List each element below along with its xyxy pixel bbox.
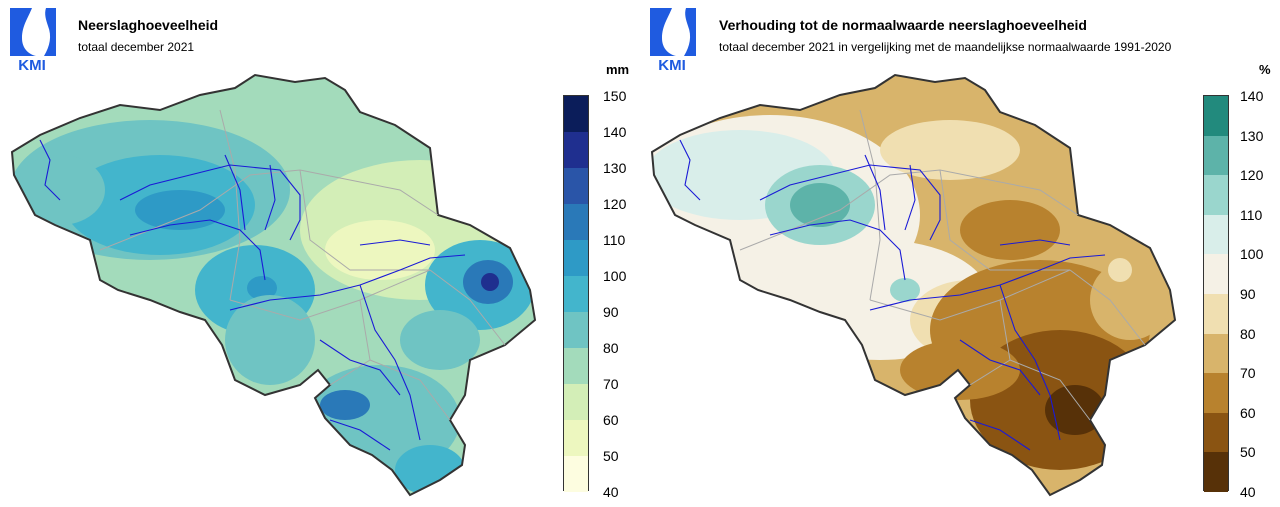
legend-tick-label: 120: [603, 196, 627, 212]
legend-tick-label: 110: [1240, 206, 1263, 223]
precipitation-panel: KMI Neerslaghoeveelheid totaal december …: [10, 8, 630, 500]
legend-tick-label: 120: [1240, 167, 1264, 184]
legend-swatch: [1204, 452, 1228, 492]
legend-swatch: [1204, 373, 1228, 413]
legend-swatch: [564, 168, 588, 204]
legend-swatch: [564, 312, 588, 348]
map-title: Verhouding tot de normaalwaarde neerslag…: [719, 17, 1087, 33]
kmi-logo: KMI: [650, 8, 696, 72]
legend-unit: mm: [606, 62, 630, 77]
legend-swatch: [1204, 135, 1228, 176]
legend-tick-label: 50: [1240, 444, 1256, 461]
legend-tick-label: 140: [1240, 88, 1264, 104]
legend-swatch: [564, 276, 588, 312]
legend-tick-label: 130: [1240, 127, 1264, 144]
legend-tick-label: 100: [603, 268, 627, 284]
legend-swatch: [564, 348, 588, 384]
legend-tick-label: 70: [603, 376, 619, 392]
legend-swatch: [1204, 412, 1228, 453]
legend-swatch: [1204, 333, 1228, 374]
legend-tick-label: 50: [603, 448, 619, 464]
legend-tick-label: 150: [603, 88, 627, 104]
legend-swatch: [564, 96, 588, 132]
ratio-color-scale: [1203, 95, 1229, 492]
legend-swatch: [1204, 214, 1228, 255]
legend-swatch: [1204, 254, 1228, 294]
legend-tick-label: 100: [1240, 246, 1264, 263]
map-subtitle: totaal december 2021 in vergelijking met…: [719, 40, 1172, 54]
legend-tick-label: 40: [1240, 484, 1256, 500]
legend-swatch: [564, 384, 588, 420]
map-subtitle: totaal december 2021: [78, 40, 195, 54]
legend-swatch: [564, 132, 588, 168]
legend-swatch: [1204, 175, 1228, 215]
legend-unit: %: [1259, 62, 1271, 77]
legend-swatch: [564, 204, 588, 240]
belgium-ratio-map: [650, 73, 1177, 497]
legend-swatch: [564, 240, 588, 276]
legend-tick-label: 60: [1240, 404, 1256, 421]
legend-swatch: [1204, 293, 1228, 334]
legend-tick-label: 40: [603, 484, 619, 500]
legend-swatch: [564, 456, 588, 492]
legend-tick-label: 80: [603, 340, 619, 356]
kmi-logo: KMI: [10, 8, 56, 72]
legend-tick-label: 90: [1240, 286, 1256, 302]
legend-tick-label: 70: [1240, 365, 1256, 382]
logo-text: KMI: [18, 57, 46, 72]
legend-tick-label: 140: [603, 124, 627, 140]
ratio-panel: KMI Verhouding tot de normaalwaarde neer…: [640, 0, 1280, 507]
precipitation-color-scale: [563, 95, 589, 492]
belgium-precipitation-map: [10, 73, 537, 497]
map-title: Neerslaghoeveelheid: [78, 17, 219, 33]
legend-tick-label: 60: [603, 412, 619, 428]
legend-tick-label: 110: [603, 232, 626, 248]
legend-tick-label: 80: [1240, 325, 1256, 342]
legend-swatch: [564, 420, 588, 456]
logo-text: KMI: [658, 57, 686, 72]
legend-swatch: [1204, 96, 1228, 136]
legend-tick-label: 90: [603, 304, 619, 320]
legend-tick-label: 130: [603, 160, 627, 176]
